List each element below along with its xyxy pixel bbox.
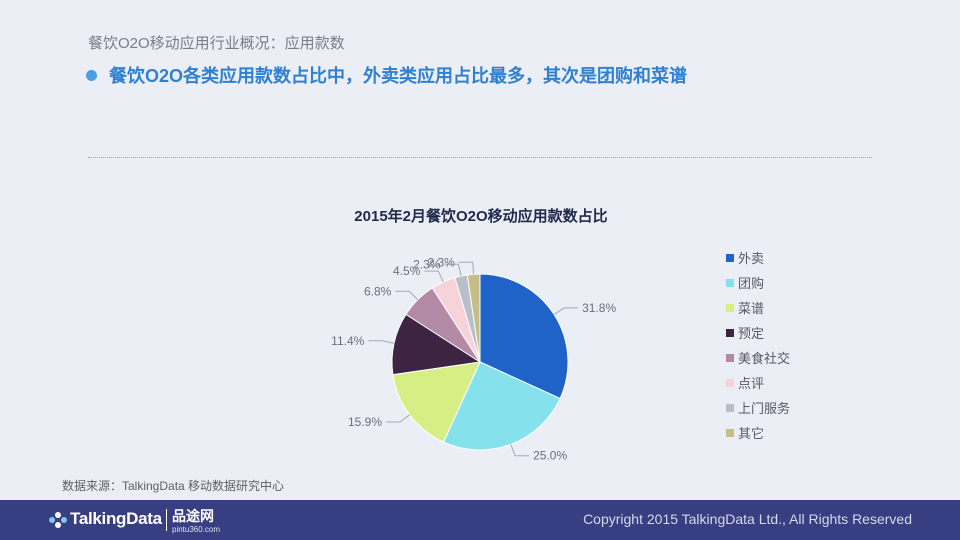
copyright: Copyright 2015 TalkingData Ltd., All Rig…: [583, 511, 912, 527]
pie-slice-0: [479, 273, 569, 400]
headline: 餐饮O2O各类应用款数占比中，外卖类应用占比最多，其次是团购和菜谱: [86, 62, 687, 88]
legend-swatch-6: [726, 404, 734, 412]
data-label-1: 25.0%: [533, 449, 567, 463]
leader-line-6: [444, 263, 462, 277]
pie-slice-7: [466, 273, 481, 363]
data-label-6: 2.3%: [413, 257, 441, 271]
pie-slices: [391, 273, 569, 451]
data-label-4: 6.8%: [364, 284, 392, 298]
data-label-0: 31.8%: [582, 301, 616, 315]
legend-label-2: 菜谱: [738, 301, 764, 316]
pie-chart: 2015年2月餐饮O2O移动应用款数占比 31.8% 25.0% 15.9% 11.4…: [331, 207, 790, 463]
legend-label-6: 上门服务: [738, 401, 790, 416]
legend-swatch-1: [726, 279, 734, 287]
legend-label-4: 美食社交: [738, 351, 790, 366]
partner-url: pintu360.com: [172, 525, 221, 534]
data-label-2: 15.9%: [348, 415, 382, 429]
leader-line-7: [458, 261, 475, 275]
legend-label-5: 点评: [738, 376, 764, 391]
chart-title: 2015年2月餐饮O2O移动应用款数占比: [354, 207, 607, 225]
pie-slice-2: [392, 361, 481, 443]
dotted-divider: [88, 157, 872, 158]
footer-bar: TalkingData 品途网 pintu360.com Copyright 2…: [0, 500, 960, 540]
data-source: 数据来源：TalkingData 移动数据研究中心: [62, 479, 285, 493]
legend-label-0: 外卖: [738, 251, 764, 266]
leader-line-5: [424, 270, 444, 283]
legend-swatch-2: [726, 304, 734, 312]
leader-line-1: [510, 444, 530, 457]
talkingdata-logo: TalkingData: [70, 509, 162, 528]
bullet-icon: [86, 69, 97, 81]
leader-line-2: [386, 414, 410, 423]
data-label-7: 2.3%: [427, 255, 455, 269]
legend-swatch-4: [726, 354, 734, 362]
leader-line-3: [368, 340, 395, 344]
data-label-3: 11.4%: [331, 334, 364, 348]
page-subtitle: 餐饮O2O移动应用行业概况：应用款数: [88, 35, 345, 52]
leader-lines: [368, 261, 579, 457]
pie-slice-3: [391, 313, 482, 376]
legend-swatch-5: [726, 379, 734, 387]
data-labels: 31.8%25.0%15.9%11.4%6.8%4.5%2.3%2.3%: [331, 255, 616, 462]
data-label-5: 4.5%: [393, 264, 421, 278]
legend-label-3: 预定: [738, 326, 764, 341]
legend-label-1: 团购: [738, 276, 764, 291]
legend-label-7: 其它: [738, 426, 764, 441]
talkingdata-logo-icon: [49, 512, 67, 528]
partner-logo: 品途网: [172, 509, 214, 525]
leader-line-4: [395, 290, 419, 301]
leader-line-0: [553, 307, 579, 315]
legend-swatch-0: [726, 254, 734, 262]
headline-text: 餐饮O2O各类应用款数占比中，外卖类应用占比最多，其次是团购和菜谱: [109, 66, 688, 86]
logo-separator: [166, 509, 167, 531]
legend-swatch-3: [726, 329, 734, 337]
legend-swatch-7: [726, 429, 734, 437]
